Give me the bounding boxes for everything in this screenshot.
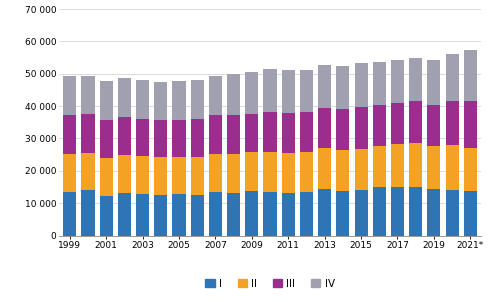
Bar bbox=[445, 54, 459, 101]
Bar bbox=[172, 81, 186, 120]
Bar bbox=[227, 115, 240, 154]
Bar bbox=[355, 107, 368, 149]
Bar bbox=[154, 82, 167, 120]
Bar bbox=[209, 192, 222, 236]
Bar bbox=[300, 70, 313, 112]
Bar bbox=[246, 114, 258, 152]
Bar bbox=[318, 189, 331, 236]
Bar bbox=[63, 154, 77, 191]
Bar bbox=[209, 76, 222, 115]
Bar bbox=[445, 101, 459, 145]
Bar bbox=[282, 153, 295, 193]
Bar bbox=[373, 187, 386, 236]
Bar bbox=[318, 65, 331, 108]
Bar bbox=[336, 66, 350, 109]
Bar bbox=[336, 191, 350, 236]
Bar bbox=[373, 146, 386, 187]
Bar bbox=[464, 50, 477, 101]
Bar bbox=[246, 72, 258, 114]
Bar bbox=[100, 158, 113, 196]
Bar bbox=[82, 153, 95, 190]
Bar bbox=[227, 74, 240, 115]
Bar bbox=[172, 120, 186, 157]
Bar bbox=[464, 191, 477, 236]
Bar bbox=[282, 113, 295, 153]
Bar bbox=[100, 81, 113, 120]
Bar bbox=[136, 194, 149, 236]
Bar bbox=[82, 76, 95, 114]
Bar bbox=[154, 120, 167, 157]
Bar bbox=[136, 80, 149, 119]
Bar bbox=[336, 150, 350, 191]
Bar bbox=[427, 189, 440, 236]
Bar bbox=[191, 195, 204, 236]
Bar bbox=[355, 63, 368, 107]
Bar bbox=[227, 154, 240, 193]
Bar bbox=[118, 78, 131, 117]
Bar bbox=[118, 155, 131, 193]
Bar bbox=[318, 148, 331, 189]
Bar bbox=[136, 156, 149, 194]
Bar bbox=[282, 70, 295, 113]
Bar bbox=[427, 104, 440, 146]
Bar bbox=[264, 191, 276, 236]
Bar bbox=[427, 146, 440, 189]
Bar bbox=[227, 193, 240, 236]
Bar bbox=[373, 105, 386, 146]
Bar bbox=[355, 149, 368, 190]
Bar bbox=[373, 62, 386, 105]
Bar bbox=[391, 144, 404, 187]
Bar bbox=[409, 143, 422, 187]
Bar bbox=[391, 187, 404, 236]
Bar bbox=[154, 195, 167, 236]
Bar bbox=[264, 152, 276, 191]
Bar bbox=[100, 196, 113, 236]
Bar bbox=[464, 148, 477, 191]
Bar bbox=[100, 120, 113, 158]
Bar bbox=[391, 103, 404, 144]
Bar bbox=[445, 190, 459, 236]
Bar bbox=[191, 157, 204, 195]
Bar bbox=[154, 157, 167, 195]
Bar bbox=[427, 59, 440, 104]
Bar bbox=[464, 101, 477, 148]
Bar bbox=[355, 190, 368, 236]
Bar bbox=[409, 58, 422, 101]
Bar bbox=[209, 115, 222, 154]
Bar bbox=[82, 190, 95, 236]
Bar bbox=[300, 192, 313, 236]
Bar bbox=[172, 157, 186, 194]
Bar bbox=[391, 59, 404, 103]
Bar bbox=[209, 154, 222, 192]
Bar bbox=[409, 101, 422, 143]
Bar bbox=[300, 112, 313, 152]
Bar bbox=[191, 80, 204, 119]
Bar bbox=[172, 194, 186, 236]
Bar bbox=[336, 109, 350, 150]
Bar bbox=[63, 191, 77, 236]
Legend: I, II, III, IV: I, II, III, IV bbox=[201, 275, 339, 293]
Bar bbox=[63, 114, 77, 154]
Bar bbox=[63, 76, 77, 114]
Bar bbox=[118, 117, 131, 155]
Bar bbox=[118, 193, 131, 236]
Bar bbox=[318, 108, 331, 148]
Bar bbox=[282, 193, 295, 236]
Bar bbox=[136, 119, 149, 156]
Bar bbox=[300, 152, 313, 192]
Bar bbox=[246, 152, 258, 191]
Bar bbox=[246, 191, 258, 236]
Bar bbox=[82, 114, 95, 153]
Bar bbox=[409, 187, 422, 236]
Bar bbox=[445, 145, 459, 190]
Bar bbox=[264, 112, 276, 152]
Bar bbox=[264, 69, 276, 112]
Bar bbox=[191, 119, 204, 157]
